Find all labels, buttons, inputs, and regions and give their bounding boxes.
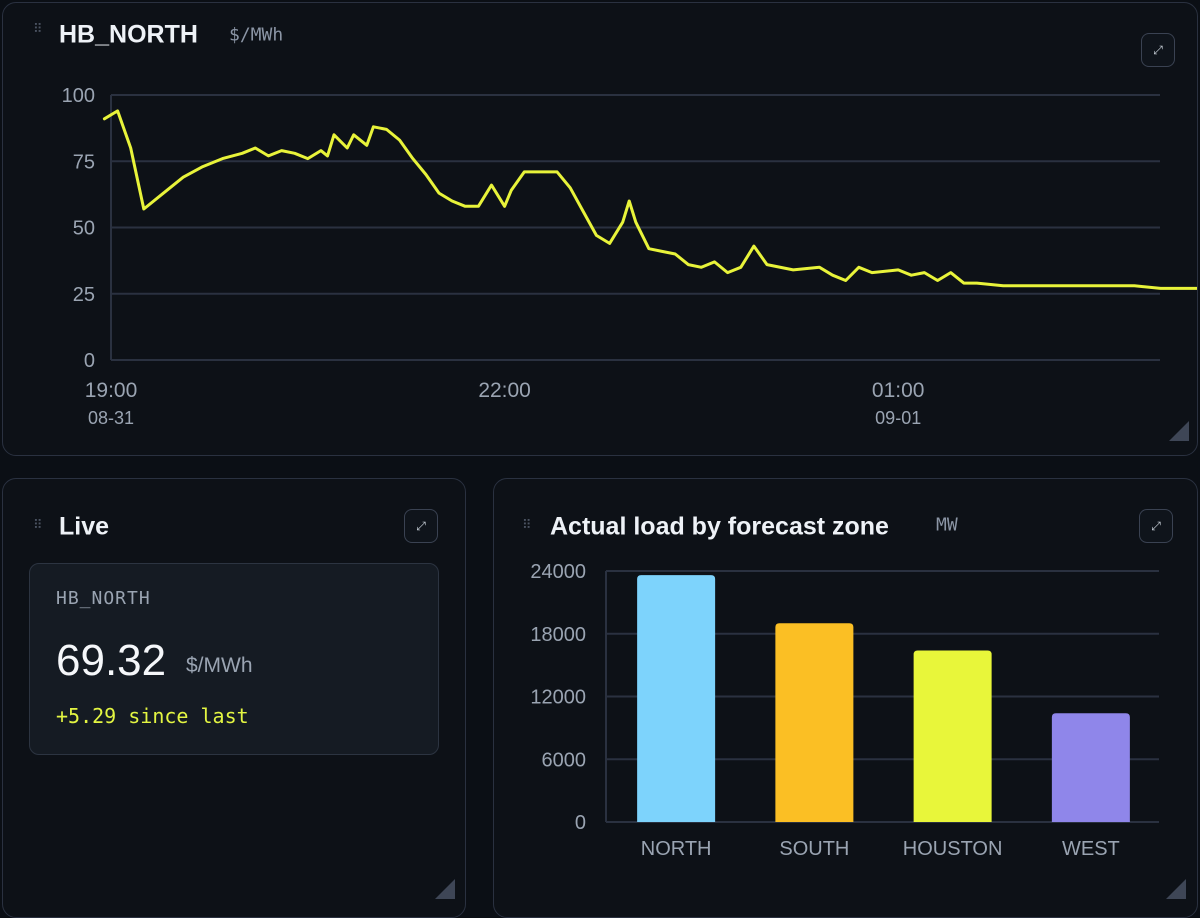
drag-handle-icon[interactable]: ⠿	[522, 518, 532, 533]
expand-icon: ⤢	[1151, 518, 1161, 533]
resize-handle-icon[interactable]	[1169, 421, 1189, 441]
bar-north	[637, 575, 716, 822]
panel-header: ⠿ Live ⤢	[3, 479, 465, 543]
live-value-unit: $/MWh	[186, 654, 253, 677]
live-value-card: HB_NORTH 69.32 $/MWh +5.29 since last	[29, 563, 439, 755]
panel-title: Actual load by forecast zone	[550, 512, 889, 541]
price-chart-panel: ⠿ HB_NORTH $/MWh ⤢ 0 25 50 75 100 19:00 08-31 2…	[2, 2, 1198, 456]
bar-houston	[913, 650, 992, 822]
y-tick-label: 0	[84, 350, 95, 372]
y-tick-label: 75	[73, 151, 95, 173]
live-delta: +5.29 since last	[56, 704, 249, 728]
x-category-label: WEST	[1062, 838, 1120, 860]
bar-south	[775, 623, 854, 822]
price-series-line	[102, 109, 1197, 290]
expand-icon: ⤢	[1153, 42, 1163, 57]
resize-handle-icon[interactable]	[1166, 879, 1186, 899]
x-category-label: SOUTH	[779, 838, 849, 860]
x-tick-label: 01:00	[872, 379, 925, 402]
panel-header: ⠿ HB_NORTH $/MWh ⤢	[3, 3, 1197, 67]
expand-button[interactable]: ⤢	[1139, 509, 1173, 543]
x-category-label: NORTH	[641, 838, 712, 860]
y-tick-label: 0	[575, 812, 586, 834]
expand-icon: ⤢	[416, 518, 426, 533]
y-tick-label: 24000	[530, 561, 586, 583]
drag-handle-icon[interactable]: ⠿	[33, 518, 43, 533]
load-chart-panel: ⠿ Actual load by forecast zone MW ⤢ 0 600…	[493, 478, 1198, 918]
resize-handle-icon[interactable]	[435, 879, 455, 899]
y-tick-label: 6000	[542, 749, 587, 771]
live-series-name: HB_NORTH	[56, 588, 151, 609]
panel-unit: MW	[936, 514, 958, 536]
panel-title: Live	[59, 512, 110, 541]
y-tick-label: 100	[62, 85, 95, 107]
x-tick-date-label: 09-01	[875, 408, 921, 428]
y-tick-label: 12000	[530, 687, 586, 709]
x-tick-date-label: 08-31	[88, 408, 134, 428]
x-category-label: HOUSTON	[903, 838, 1003, 860]
y-tick-label: 25	[73, 284, 95, 306]
panel-header: ⠿ Actual load by forecast zone MW ⤢	[494, 479, 1197, 543]
price-line-chart: 025507510019:0008-3122:0001:0009-0104:00…	[62, 85, 1197, 428]
x-tick-label: 19:00	[85, 379, 138, 402]
x-tick-label: 22:00	[478, 379, 531, 402]
bar-west	[1051, 713, 1130, 822]
live-value: 69.32	[56, 636, 167, 685]
load-bar-chart: 0 6000 12000 18000 24000 NORTH SOUTH HOUSTON WES…	[530, 561, 1159, 860]
panel-title: HB_NORTH	[59, 20, 198, 49]
expand-button[interactable]: ⤢	[404, 509, 438, 543]
y-tick-label: 18000	[530, 624, 586, 646]
live-panel: ⠿ Live ⤢ HB_NORTH 69.32 $/MWh +5.29 sinc…	[2, 478, 466, 918]
panel-unit: $/MWh	[229, 24, 284, 46]
y-tick-label: 50	[73, 218, 95, 240]
drag-handle-icon[interactable]: ⠿	[33, 22, 43, 37]
expand-button[interactable]: ⤢	[1141, 33, 1175, 67]
